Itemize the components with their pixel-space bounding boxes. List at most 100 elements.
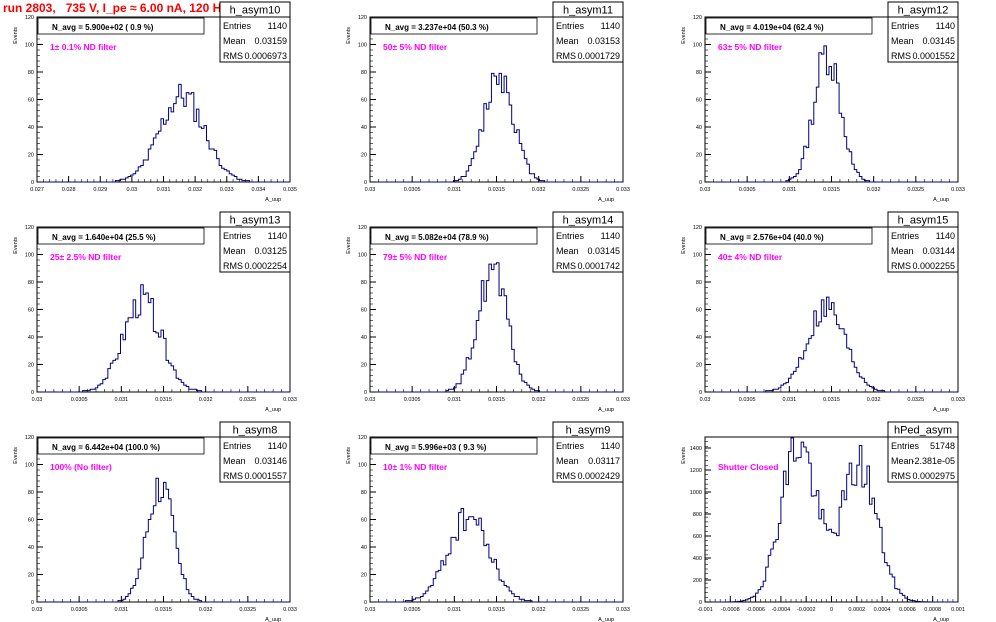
- x-tick-label: -0.0008: [721, 607, 740, 613]
- x-axis-label: A_uup: [265, 197, 281, 203]
- x-tick-label: 0.0008: [924, 607, 941, 613]
- y-axis-label: Events: [681, 237, 687, 254]
- y-tick-label: 20: [696, 153, 702, 159]
- stats-value-entries: 1140: [936, 21, 955, 31]
- filter-label: 79± 5% ND filter: [383, 252, 448, 262]
- histogram-name: h_asym12: [898, 5, 949, 17]
- stats-value-entries: 1140: [268, 21, 287, 31]
- histogram-line: [370, 508, 623, 603]
- filter-label: 10± 1% ND filter: [383, 462, 448, 472]
- y-axis-label: Events: [681, 27, 687, 44]
- x-tick-label: 0.028: [62, 187, 76, 193]
- x-tick-label: 0.0325: [907, 397, 924, 403]
- x-tick-label: 0.03: [32, 397, 43, 403]
- x-tick-label: 0.033: [951, 397, 965, 403]
- stats-value-entries: 1140: [268, 441, 287, 451]
- y-tick-label: 100: [693, 43, 702, 49]
- stats-value-mean: 0.03125: [254, 246, 287, 256]
- x-tick-label: 0.031: [447, 187, 461, 193]
- x-tick-label: -0.0004: [772, 607, 791, 613]
- histogram-line: [37, 284, 290, 393]
- stats-value-rms: 0.0001552: [912, 51, 955, 61]
- histogram-name: h_asym13: [230, 215, 281, 227]
- navg-box: [370, 17, 538, 35]
- y-tick-label: 40: [361, 125, 367, 131]
- navg-box: [705, 227, 873, 245]
- y-tick-label: 60: [361, 308, 367, 314]
- y-tick-label: 120: [358, 15, 367, 21]
- x-tick-label: 0.029: [93, 187, 107, 193]
- y-tick-label: 80: [361, 490, 367, 496]
- x-tick-label: 0.0002: [848, 607, 865, 613]
- filter-label: 40± 4% ND filter: [718, 252, 783, 262]
- stats-value-entries: 1140: [601, 21, 620, 31]
- x-tick-label: 0.027: [30, 187, 44, 193]
- navg-box: [37, 227, 205, 245]
- x-tick-label: 0.032: [867, 397, 881, 403]
- y-tick-label: 100: [693, 253, 702, 259]
- y-tick-label: 40: [361, 335, 367, 341]
- stats-label-entries: Entries: [556, 231, 585, 241]
- x-tick-label: 0.031: [782, 187, 796, 193]
- y-tick-label: 1000: [690, 490, 702, 496]
- y-axis-label: Events: [346, 237, 352, 254]
- x-tick-label: 0.0305: [404, 397, 421, 403]
- stats-value-mean: 0.03117: [588, 456, 620, 466]
- y-tick-label: 40: [696, 335, 702, 341]
- y-tick-label: 20: [28, 363, 34, 369]
- stats-box: [887, 1, 959, 63]
- stats-value-entries: 1140: [601, 441, 620, 451]
- navg-text: N_avg = 6.442e+04 (100.0 %): [52, 443, 160, 452]
- x-axis-label: A_uup: [933, 197, 949, 203]
- x-tick-label: 0.0305: [404, 607, 421, 613]
- stats-label-mean: Mean: [223, 456, 246, 466]
- x-tick-label: 0.031: [114, 397, 128, 403]
- x-tick-label: 0.0305: [404, 187, 421, 193]
- x-tick-label: 0.032: [532, 187, 546, 193]
- navg-text: N_avg = 5.900e+02 ( 0.9 %): [52, 23, 154, 32]
- y-tick-label: 40: [696, 125, 702, 131]
- y-tick-label: 120: [693, 15, 702, 21]
- histogram-line: [705, 45, 958, 183]
- x-tick-label: 0.0006: [899, 607, 916, 613]
- histogram-line: [705, 437, 958, 603]
- x-tick-label: 0.0325: [239, 607, 256, 613]
- y-tick-label: 120: [358, 225, 367, 231]
- filter-label: 100% (No filter): [50, 462, 112, 472]
- stats-box: [219, 1, 291, 63]
- stats-value-mean: 0.03159: [254, 36, 287, 46]
- histogram-name: h_asym11: [563, 5, 613, 17]
- histogram-line: [370, 72, 623, 183]
- stats-value-entries: 51748: [930, 441, 955, 451]
- y-axis-label: Events: [13, 237, 19, 254]
- x-tick-label: 0.031: [114, 607, 128, 613]
- x-tick-label: 0.033: [616, 187, 630, 193]
- x-tick-label: 0.032: [532, 607, 546, 613]
- stats-label-entries: Entries: [223, 441, 252, 451]
- stats-value-entries: 1140: [268, 231, 287, 241]
- filter-label: Shutter Closed: [718, 462, 778, 472]
- x-tick-label: 0.0315: [823, 187, 840, 193]
- stats-value-entries: 1140: [601, 231, 620, 241]
- x-tick-label: 0: [830, 607, 833, 613]
- y-tick-label: 40: [28, 545, 34, 551]
- stats-label-mean: Mean: [223, 36, 246, 46]
- y-tick-label: 60: [361, 518, 367, 524]
- stats-label-rms: RMS: [556, 471, 576, 481]
- x-tick-label: 0.03: [127, 187, 138, 193]
- histogram-line: [370, 262, 623, 393]
- histogram-name: h_asym15: [898, 215, 949, 227]
- y-tick-label: 40: [28, 125, 34, 131]
- y-tick-label: 120: [358, 435, 367, 441]
- y-tick-label: 80: [696, 70, 702, 76]
- histogram-name: h_asym14: [563, 215, 614, 227]
- y-tick-label: 100: [25, 463, 34, 469]
- x-tick-label: 0.031: [782, 397, 796, 403]
- x-tick-label: 0.033: [616, 397, 630, 403]
- stats-box: [552, 421, 624, 483]
- y-tick-label: 100: [25, 253, 34, 259]
- x-tick-label: 0.033: [283, 397, 297, 403]
- y-tick-label: 120: [25, 225, 34, 231]
- navg-text: N_avg = 1.640e+04 (25.5 %): [52, 233, 156, 242]
